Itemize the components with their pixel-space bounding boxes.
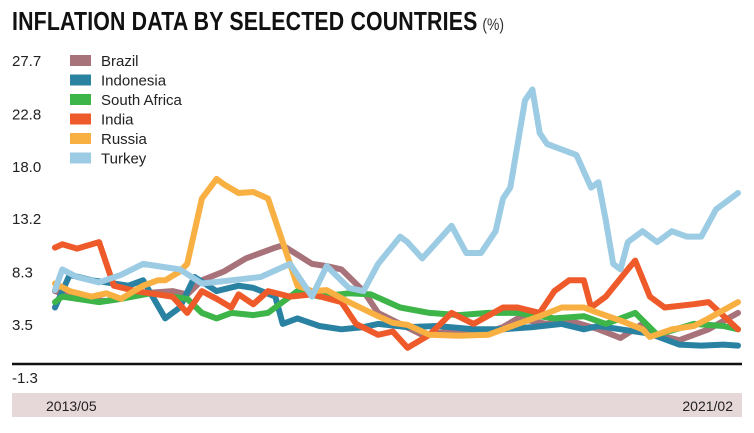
legend-swatch bbox=[70, 152, 91, 164]
x-tick-label-start: 2013/05 bbox=[46, 398, 97, 414]
legend-label: Brazil bbox=[101, 53, 139, 70]
y-tick-label: 13.2 bbox=[12, 211, 41, 228]
legend-swatch bbox=[70, 133, 91, 144]
y-tick-label: -1.3 bbox=[12, 370, 38, 387]
chart-unit: (%) bbox=[482, 15, 505, 34]
series-line-india bbox=[52, 239, 741, 351]
legend-swatch bbox=[70, 55, 91, 66]
y-tick-label: 27.7 bbox=[12, 53, 41, 70]
legend-swatch bbox=[70, 113, 91, 125]
legend: Brazil Indonesia South Africa India Russia Tu… bbox=[70, 53, 183, 168]
chart-title-text: INFLATION DATA BY SELECTED COUNTRIES bbox=[12, 6, 478, 36]
y-tick-label: 22.8 bbox=[12, 106, 41, 123]
x-tick-label-end: 2021/02 bbox=[682, 398, 733, 414]
legend-label: Turkey bbox=[101, 151, 147, 168]
x-axis-band bbox=[12, 393, 742, 417]
legend-swatch bbox=[70, 94, 91, 105]
y-tick-label: 8.3 bbox=[12, 265, 33, 282]
legend-swatch bbox=[70, 74, 91, 86]
series-line-brazil bbox=[52, 242, 741, 344]
legend-label: Russia bbox=[101, 131, 148, 148]
chart-title: INFLATION DATA BY SELECTED COUNTRIES (%) bbox=[12, 6, 504, 37]
legend-label: India bbox=[101, 112, 134, 129]
y-tick-label: 18.0 bbox=[12, 159, 41, 176]
legend-label: Indonesia bbox=[101, 73, 167, 90]
y-axis: 27.7 22.8 18.0 13.2 8.3 3.5 -1.3 bbox=[12, 53, 41, 387]
y-tick-label: 3.5 bbox=[12, 317, 33, 334]
series-lines bbox=[52, 86, 741, 351]
series-line-turkey bbox=[52, 86, 741, 300]
legend-label: South Africa bbox=[101, 92, 183, 109]
series-line-russia bbox=[52, 175, 741, 340]
